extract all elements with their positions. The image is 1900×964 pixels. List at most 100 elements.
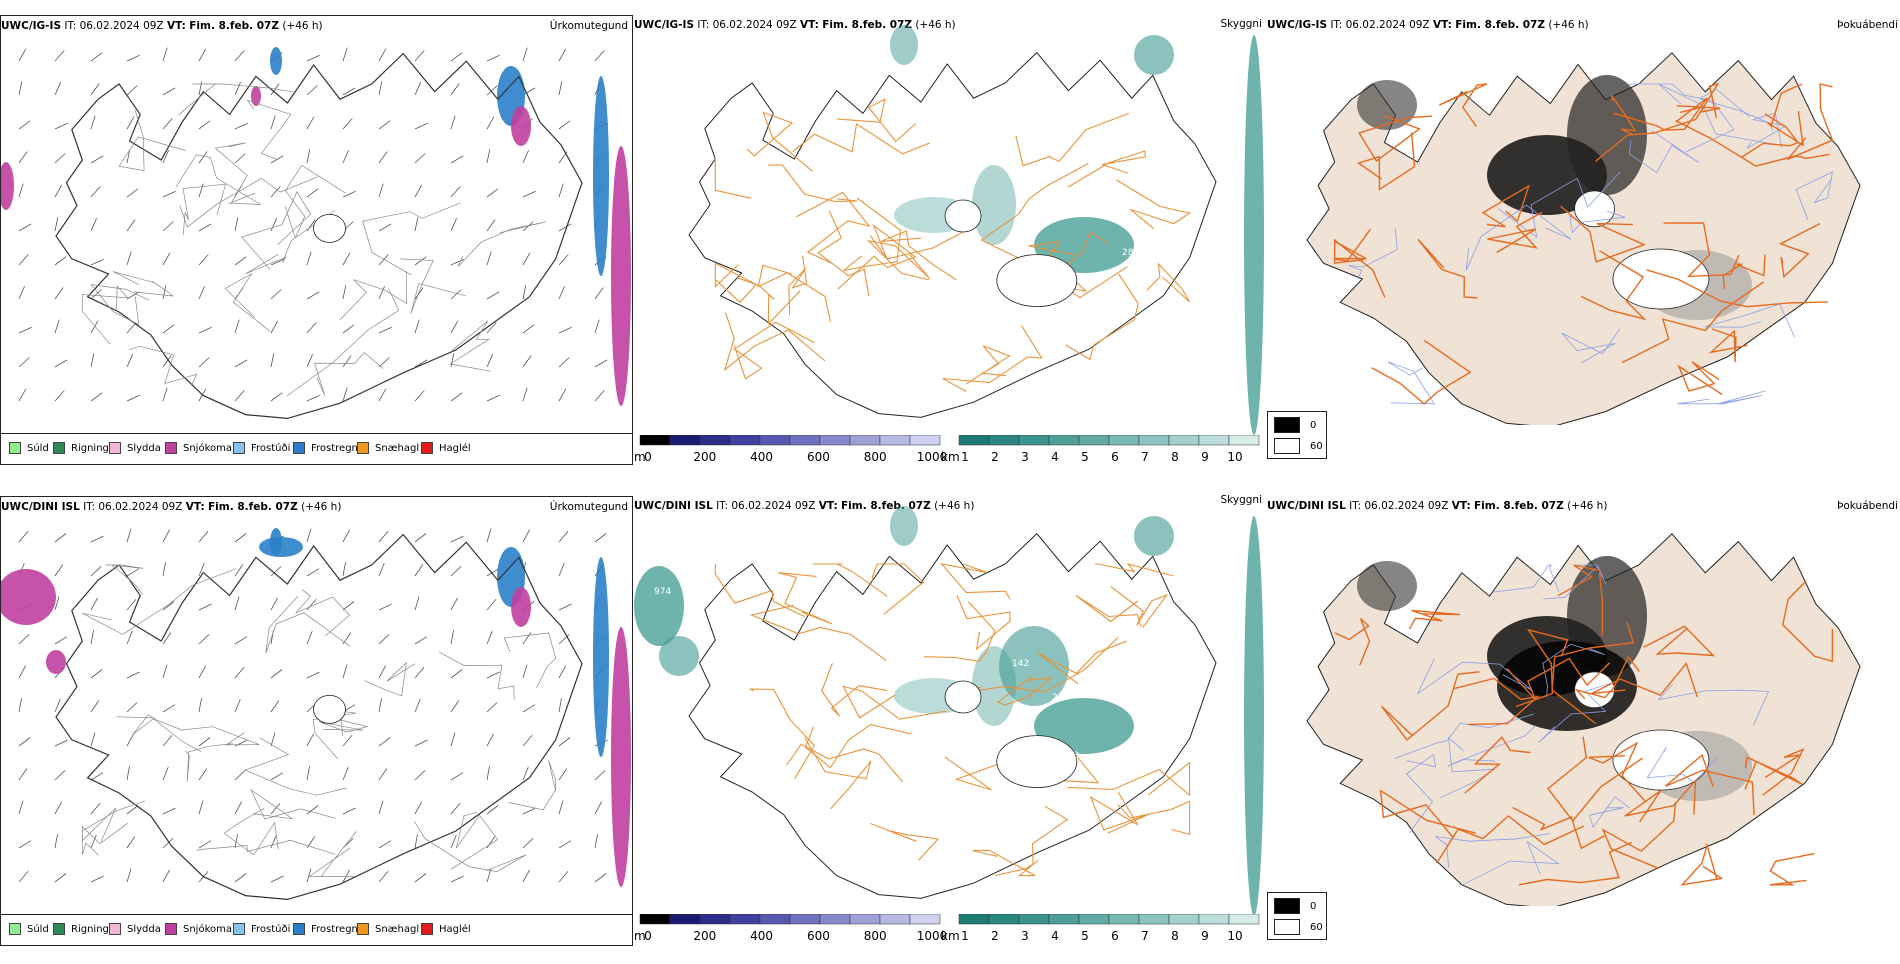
colorbar-unit: km bbox=[941, 450, 960, 464]
glacier-outline bbox=[313, 213, 346, 243]
colorbar-m-segment bbox=[789, 914, 821, 925]
colorbar-km-segment bbox=[1018, 435, 1050, 446]
colorbar-km-segment bbox=[1078, 914, 1110, 925]
glacier-outline bbox=[944, 199, 982, 233]
colorbar-km-segment bbox=[1138, 914, 1170, 925]
colorbar-tick: 4 bbox=[1051, 450, 1059, 464]
colorbar-tick: 400 bbox=[750, 450, 773, 464]
colorbar-km-segment bbox=[1078, 435, 1110, 446]
glacier-outline bbox=[996, 735, 1078, 789]
colorbar-tick: 5 bbox=[1081, 929, 1089, 943]
panel-title: Úrkomutegund bbox=[549, 501, 628, 513]
snow-area bbox=[611, 146, 631, 406]
colorbar-m-segment bbox=[669, 435, 701, 446]
road-network bbox=[1334, 82, 1834, 405]
colorbar-m-segment bbox=[729, 914, 761, 925]
snow-area bbox=[1, 162, 14, 210]
freezing-rain-area bbox=[593, 557, 609, 757]
visibility-label: 280 bbox=[1052, 693, 1069, 703]
colorbar-unit: km bbox=[941, 929, 960, 943]
low-visibility-area bbox=[972, 165, 1016, 245]
legend-swatch bbox=[109, 442, 121, 454]
colorbar-tick: 800 bbox=[864, 929, 887, 943]
legend-item: Frostúði bbox=[233, 923, 290, 935]
legend-swatch bbox=[357, 923, 369, 935]
colorbar-km-segment bbox=[1228, 914, 1260, 925]
low-visibility-area bbox=[659, 636, 699, 676]
colorbar-unit: m bbox=[634, 929, 646, 943]
wind-barbs bbox=[18, 528, 608, 883]
colorbar-km-segment bbox=[1048, 914, 1080, 925]
panel-header: UWC/IG-IS IT: 06.02.2024 09Z VT: Fim. 8.… bbox=[1267, 19, 1589, 31]
colorbar-tick: 200 bbox=[693, 929, 716, 943]
legend-swatch bbox=[1274, 898, 1300, 914]
low-visibility-area bbox=[634, 566, 684, 646]
visibility-label: 543 bbox=[1062, 751, 1079, 761]
colorbar-km-segment bbox=[1108, 914, 1140, 925]
legend-item: Snæhagl bbox=[357, 923, 419, 935]
legend-item: Frostregn bbox=[293, 442, 358, 454]
legend-swatch bbox=[421, 923, 433, 935]
legend-item: 0 bbox=[1274, 898, 1316, 914]
colorbar-tick: 5 bbox=[1081, 450, 1089, 464]
low-visibility-area bbox=[1244, 35, 1264, 435]
legend-swatch bbox=[1274, 417, 1300, 433]
freezing-rain-area bbox=[259, 537, 303, 557]
legend-swatch bbox=[53, 442, 65, 454]
colorbar-m-segment bbox=[819, 435, 851, 446]
legend-item: 60 bbox=[1274, 438, 1323, 454]
snow-area bbox=[611, 627, 631, 887]
freezing-rain-area bbox=[593, 76, 609, 276]
visibility-label: 974 bbox=[654, 587, 671, 597]
precip-panel-row1: UWC/IG-IS IT: 06.02.2024 09Z VT: Fim. 8.… bbox=[0, 15, 633, 465]
panel-header: UWC/DINI ISL IT: 06.02.2024 09Z VT: Fim.… bbox=[1, 501, 342, 513]
legend-item: 0 bbox=[1274, 417, 1316, 433]
colorbar-tick: 9 bbox=[1201, 929, 1209, 943]
glacier-outline bbox=[313, 694, 346, 724]
colorbar-m-segment bbox=[789, 435, 821, 446]
fog-area bbox=[1357, 561, 1417, 611]
freezing-rain-area bbox=[270, 47, 282, 75]
legend-item: Snjókoma bbox=[165, 923, 232, 935]
fog-area bbox=[1497, 641, 1637, 731]
legend-swatch bbox=[1274, 438, 1300, 454]
glacier-outline bbox=[1574, 190, 1615, 228]
colorbar-tick: 0 bbox=[644, 450, 652, 464]
panel-header: UWC/IG-IS IT: 06.02.2024 09Z VT: Fim. 8.… bbox=[1, 20, 323, 32]
colorbar-m-segment bbox=[669, 914, 701, 925]
legend-item: Rigning bbox=[53, 442, 109, 454]
cloud-map: 974 142 280 543 78 bbox=[634, 506, 1264, 916]
legend-swatch bbox=[109, 923, 121, 935]
colorbar-tick: 3 bbox=[1021, 929, 1029, 943]
colorbar-tick: 1000 bbox=[917, 929, 948, 943]
low-visibility-area bbox=[890, 506, 918, 546]
colorbar-tick: 8 bbox=[1171, 929, 1179, 943]
colorbar-tick: 600 bbox=[807, 450, 830, 464]
road-network bbox=[714, 98, 1191, 392]
panel-title: Skyggni bbox=[1220, 18, 1263, 30]
snow-area bbox=[511, 106, 531, 146]
colorbar-tick: 1 bbox=[961, 450, 969, 464]
precip-legend: Súld Rigning Slydda Snjókoma Frostúði Fr… bbox=[1, 433, 632, 464]
colorbar-m-segment bbox=[849, 435, 881, 446]
colorbar-tick: 1 bbox=[961, 929, 969, 943]
road-network bbox=[1334, 564, 1834, 886]
colorbar-km-segment bbox=[958, 914, 990, 925]
panel-title: Skyggni bbox=[1220, 494, 1263, 506]
cloud-panel-row1: UWC/IG-IS IT: 06.02.2024 09Z VT: Fim. 8.… bbox=[634, 15, 1266, 465]
panel-title: Þokuábendi bbox=[1837, 19, 1898, 31]
visibility-label: 280 bbox=[1122, 248, 1139, 258]
fog-panel-row2: UWC/DINI ISL IT: 06.02.2024 09Z VT: Fim.… bbox=[1267, 496, 1900, 946]
precip-map bbox=[1, 528, 631, 901]
visibility-label: 78 bbox=[1148, 585, 1160, 595]
legend-swatch bbox=[293, 923, 305, 935]
precip-map bbox=[1, 47, 631, 420]
iceland-outline bbox=[688, 51, 1217, 418]
fog-panel-row1: UWC/IG-IS IT: 06.02.2024 09Z VT: Fim. 8.… bbox=[1267, 15, 1900, 465]
colorbar-km-segment bbox=[1108, 435, 1140, 446]
legend-item: Snjókoma bbox=[165, 442, 232, 454]
fog-legend: 0 60 bbox=[1267, 411, 1327, 459]
cloud-map: 50 280 bbox=[688, 25, 1264, 435]
visibility-label: 50 bbox=[1149, 126, 1161, 136]
